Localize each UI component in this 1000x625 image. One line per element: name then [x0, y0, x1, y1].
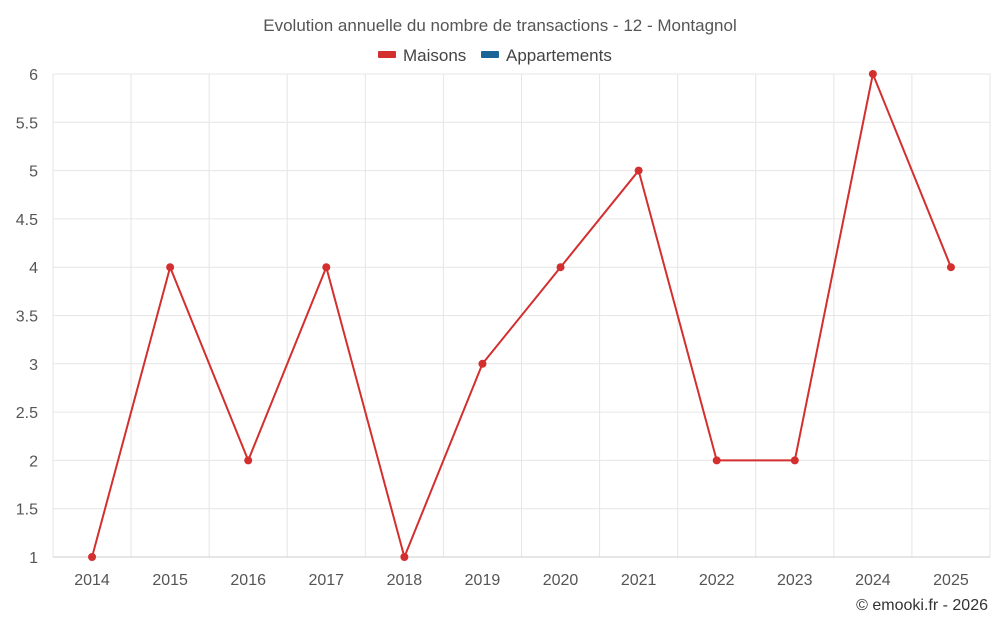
y-tick-label: 6: [29, 67, 38, 84]
y-tick-label: 1.5: [16, 502, 38, 519]
x-tick-label: 2019: [465, 572, 501, 589]
x-tick-label: 2021: [621, 572, 657, 589]
x-tick-label: 2018: [387, 572, 423, 589]
legend-item-appartements[interactable]: Appartements: [481, 46, 612, 65]
x-tick-label: 2016: [230, 572, 266, 589]
data-point[interactable]: [946, 263, 955, 272]
y-tick-label: 5: [29, 164, 38, 181]
data-point[interactable]: [556, 263, 565, 272]
series-line-maisons: [91, 73, 952, 558]
y-axis: 1 1.5 2 2.5 3 3.5 4 4.5 5 5.5 6: [16, 67, 38, 567]
legend-label-appartements: Appartements: [506, 46, 612, 65]
x-tick-label: 2025: [933, 572, 969, 589]
y-tick-label: 5.5: [16, 115, 38, 132]
x-tick-label: 2020: [543, 572, 579, 589]
x-tick-label: 2023: [777, 572, 813, 589]
x-tick-label: 2022: [699, 572, 735, 589]
data-point[interactable]: [868, 70, 877, 78]
data-point[interactable]: [400, 553, 409, 561]
data-point[interactable]: [88, 553, 97, 561]
data-point[interactable]: [244, 456, 253, 465]
y-tick-label: 2.5: [16, 405, 38, 422]
legend: Maisons Appartements: [378, 46, 612, 65]
y-tick-label: 1: [29, 550, 38, 567]
x-tick-label: 2024: [855, 572, 891, 589]
chart-title: Evolution annuelle du nombre de transact…: [263, 16, 736, 35]
data-point[interactable]: [478, 359, 487, 368]
legend-label-maisons: Maisons: [403, 46, 466, 65]
legend-item-maisons[interactable]: Maisons: [378, 46, 466, 65]
legend-swatch-appartements: [481, 51, 499, 58]
x-axis: 2014 2015 2016 2017 2018 2019 2020 2021 2022 2023…: [53, 556, 990, 589]
data-point[interactable]: [712, 456, 721, 465]
data-point[interactable]: [166, 263, 175, 272]
credit-text: © emooki.fr - 2026: [856, 597, 988, 614]
y-tick-label: 4: [29, 260, 38, 277]
data-point[interactable]: [322, 263, 331, 272]
data-point[interactable]: [634, 166, 643, 175]
y-tick-label: 4.5: [16, 212, 38, 229]
y-tick-label: 3: [29, 357, 38, 374]
y-tick-label: 2: [29, 453, 38, 470]
y-tick-label: 3.5: [16, 309, 38, 326]
data-point[interactable]: [790, 456, 799, 465]
x-tick-label: 2014: [74, 572, 110, 589]
legend-swatch-maisons: [378, 51, 396, 58]
series-layer: [88, 70, 955, 561]
x-tick-label: 2017: [308, 572, 344, 589]
x-tick-label: 2015: [152, 572, 188, 589]
